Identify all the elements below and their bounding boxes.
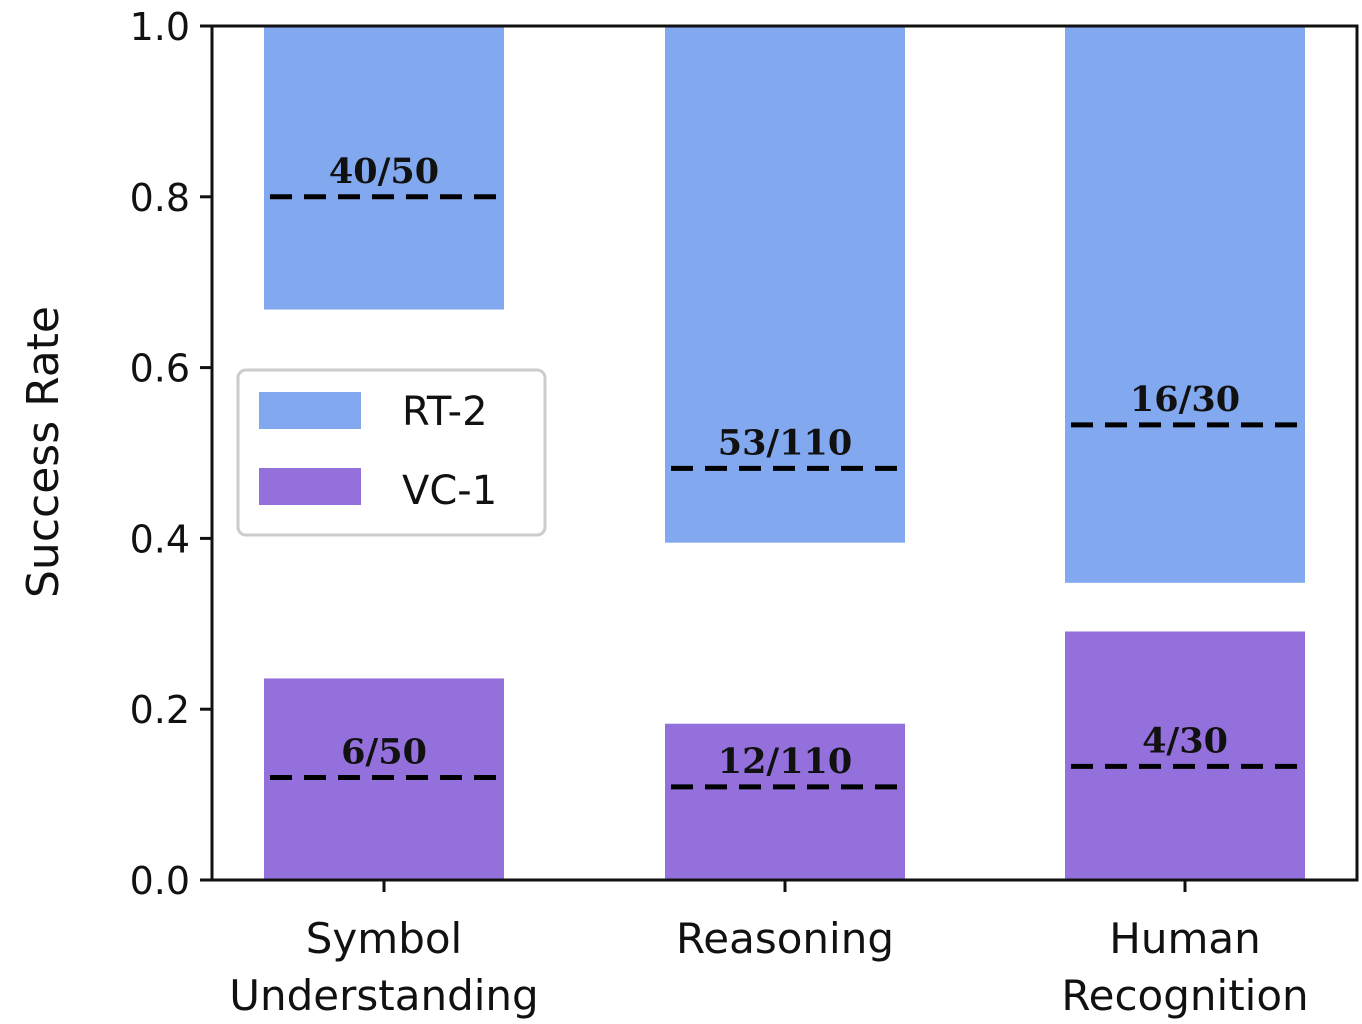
x-tick-label-2-1: Recognition [1061, 971, 1308, 1020]
fraction-label-vc1-2: 4/30 [1142, 720, 1228, 761]
y-tick-label-2: 0.4 [130, 517, 190, 561]
x-tick-label-1-0: Reasoning [676, 914, 894, 963]
bars-layer [264, 26, 1305, 880]
y-tick-label-1: 0.2 [130, 688, 190, 732]
fraction-label-rt2-2: 16/30 [1130, 379, 1240, 420]
y-axis-title: Success Rate [18, 306, 69, 598]
fraction-label-vc1-0: 6/50 [341, 732, 427, 773]
x-tick-label-0-0: Symbol [306, 914, 462, 963]
legend-label-vc1: VC-1 [402, 468, 497, 514]
fraction-labels-layer: 40/50 53/110 16/30 6/50 12/110 4/30 [329, 151, 1240, 782]
fraction-label-rt2-0: 40/50 [329, 151, 439, 192]
axes-layer: 0.0 0.2 0.4 0.6 0.8 1.0 Symbol Understanding Rea… [130, 5, 1309, 1020]
legend-swatch-rt2 [259, 392, 361, 429]
success-lines-layer [270, 194, 1299, 790]
y-tick-label-5: 1.0 [130, 5, 190, 49]
legend-label-rt2: RT-2 [402, 389, 488, 435]
fraction-label-vc1-1: 12/110 [718, 741, 853, 782]
bar-vc1-1 [665, 723, 905, 880]
x-tick-label-0-1: Understanding [229, 971, 538, 1020]
y-tick-label-3: 0.6 [130, 347, 190, 391]
fraction-label-rt2-1: 53/110 [718, 422, 853, 463]
x-tick-label-2-0: Human [1109, 914, 1260, 963]
legend: RT-2 VC-1 [236, 368, 547, 537]
bar-rt2-2 [1065, 26, 1305, 583]
bar-rt2-1 [665, 26, 905, 543]
y-tick-label-0: 0.0 [130, 859, 190, 903]
bar-rt2-0 [264, 26, 504, 310]
y-tick-label-4: 0.8 [130, 176, 190, 220]
bar-vc1-2 [1065, 631, 1305, 880]
legend-swatch-vc1 [259, 468, 361, 505]
